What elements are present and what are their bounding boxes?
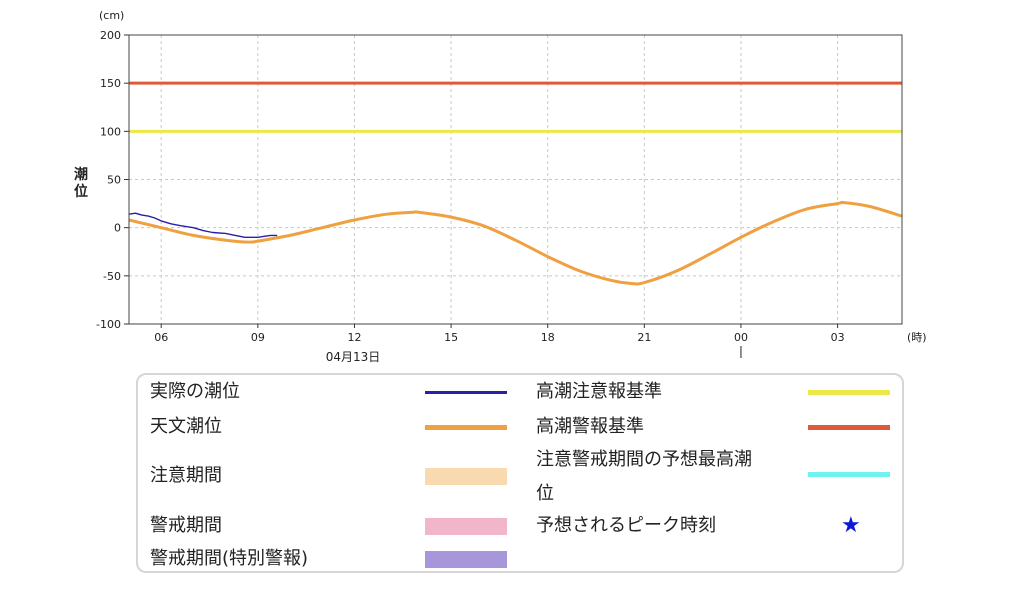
legend-swatch-warning-period (425, 518, 507, 535)
tide-chart: 200 150 100 50 0 -50 -100 06 09 12 15 18 21 00 03 (cm) (… (74, 9, 927, 364)
series-line-1 (128, 212, 278, 238)
series-line-0 (128, 200, 903, 286)
legend-label-warning-period: 警戒期間 (150, 515, 222, 536)
legend-label-caution-period: 注意期間 (150, 465, 222, 486)
y-axis-title-char: 潮 (74, 166, 88, 183)
date-label: 04月13日 (326, 350, 381, 364)
chart-legend: 実際の潮位 天文潮位 注意期間 警戒期間 警戒期間(特別警報) 高潮注意報基準 … (136, 373, 904, 573)
y-axis-title-char: 位 (74, 183, 88, 200)
x-unit-label: (時) (907, 331, 927, 344)
legend-label-predicted-max-tide-cont: 位 (536, 483, 554, 504)
legend-swatch-caution-period (425, 468, 507, 485)
x-tick-label: 18 (541, 331, 555, 344)
y-tick-label: 50 (107, 174, 121, 187)
plot-frame (128, 34, 903, 325)
legend-label-observed-tide: 実際の潮位 (150, 381, 240, 402)
legend-swatch-predicted-max-tide (808, 472, 890, 477)
legend-label-astronomical-tide: 天文潮位 (150, 416, 222, 437)
y-tick-label: 100 (100, 125, 121, 138)
x-tick-label: 15 (444, 331, 458, 344)
y-tick-label: -50 (103, 270, 121, 283)
series-layer (128, 200, 903, 286)
y-unit-label: (cm) (99, 9, 124, 22)
legend-label-special-warning-period: 警戒期間(特別警報) (150, 548, 309, 569)
y-tick-label: -100 (96, 318, 121, 331)
x-tick-label: 00 (734, 331, 748, 344)
legend-swatch-storm-surge-advisory (808, 390, 890, 395)
legend-label-storm-surge-warning: 高潮警報基準 (536, 416, 644, 437)
x-tick-label: 06 (154, 331, 168, 344)
x-tick-label: 12 (347, 331, 361, 344)
legend-swatch-astronomical-tide (425, 425, 507, 430)
legend-swatch-special-warning-period (425, 551, 507, 568)
legend-label-peak-time: 予想されるピーク時刻 (536, 515, 716, 536)
y-tick-label: 200 (100, 29, 121, 42)
legend-swatch-observed-tide (425, 391, 507, 394)
threshold-layer (129, 81, 902, 133)
grid-layer (129, 35, 902, 324)
axis-layer: 200 150 100 50 0 -50 -100 06 09 12 15 18 21 00 03 (cm) (… (74, 9, 927, 364)
x-tick-label: 21 (637, 331, 651, 344)
legend-label-storm-surge-advisory: 高潮注意報基準 (536, 381, 662, 402)
y-tick-label: 0 (114, 222, 121, 235)
y-tick-label: 150 (100, 77, 121, 90)
x-tick-label: 09 (251, 331, 265, 344)
star-icon: ★ (841, 513, 861, 538)
legend-swatch-storm-surge-warning (808, 425, 890, 430)
x-tick-label: 03 (831, 331, 845, 344)
legend-label-predicted-max-tide: 注意警戒期間の予想最高潮 (536, 449, 752, 470)
